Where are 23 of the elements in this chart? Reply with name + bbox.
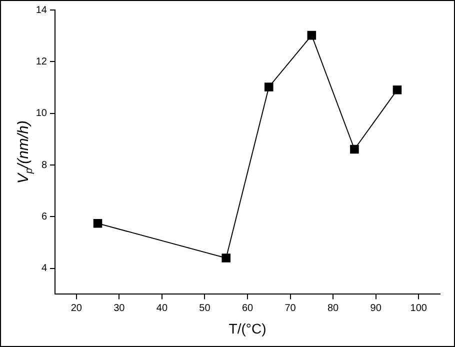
y-tick-label: 6 (41, 211, 48, 222)
point (222, 254, 230, 262)
x-tick-label: 80 (327, 302, 340, 314)
y-axis-title: Vp/(nm/h) (15, 120, 35, 184)
x-axis-title: T/(°C) (228, 320, 266, 336)
y-tick-label: 4 (41, 263, 48, 274)
y-tick-label: 12 (36, 56, 48, 68)
y-tick-label: 8 (41, 160, 48, 171)
x-tick-label: 40 (156, 302, 168, 314)
x-tick-label: 20 (70, 302, 82, 314)
point (93, 219, 102, 228)
x-tick-label: 50 (199, 302, 211, 314)
x-tick-label: 90 (370, 302, 382, 314)
point (392, 85, 402, 94)
point (350, 144, 359, 154)
y-tick-label: 10 (36, 108, 48, 120)
point (307, 30, 316, 40)
x-tick-label: 70 (284, 302, 296, 314)
x-tick-label: 60 (242, 302, 254, 314)
x-tick-label: 100 (410, 302, 428, 314)
x-tick-label: 30 (114, 302, 126, 314)
point (264, 82, 274, 92)
y-tick-label: 14 (36, 4, 48, 16)
